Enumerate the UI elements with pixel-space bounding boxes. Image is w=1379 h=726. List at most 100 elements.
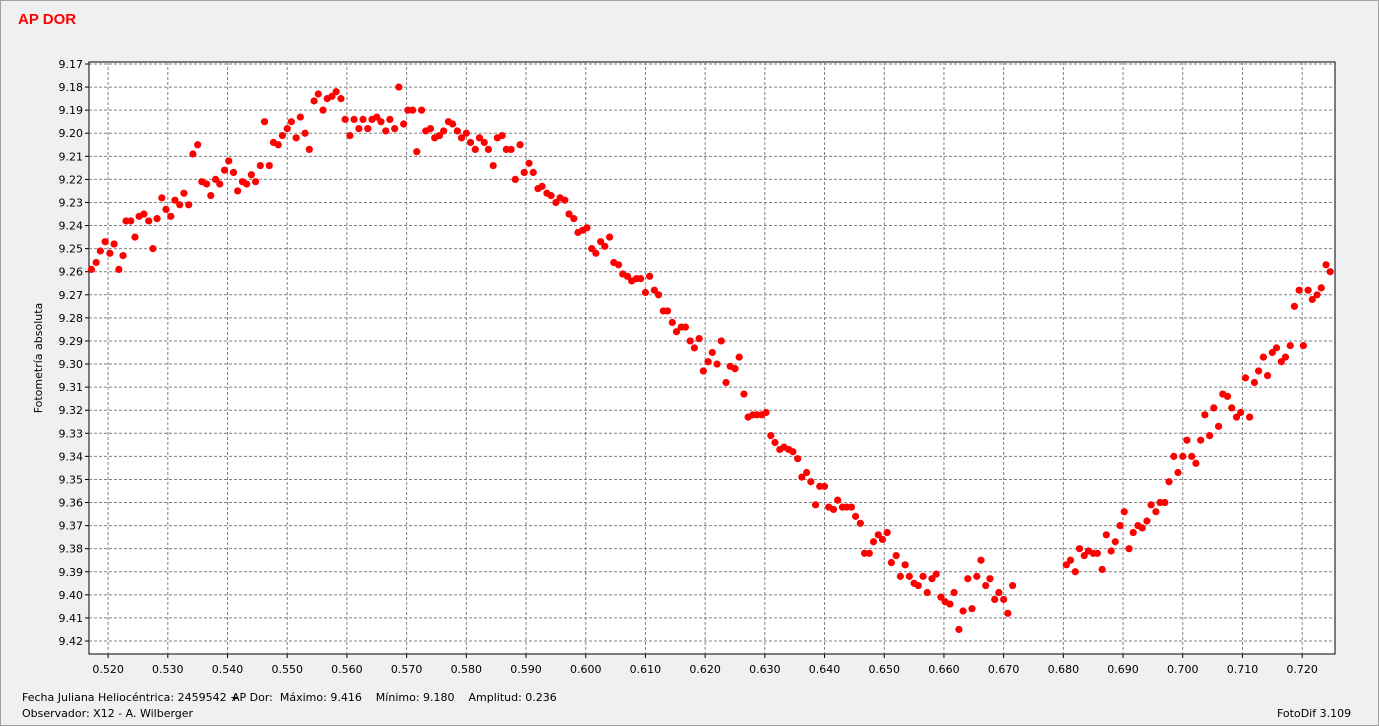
data-point (1304, 286, 1312, 294)
data-point (1268, 348, 1276, 357)
footer-version: FotoDif 3.109 (1277, 707, 1352, 720)
data-point (820, 482, 829, 490)
data-point (435, 131, 444, 140)
data-point (314, 90, 322, 98)
data-point (565, 210, 573, 218)
data-point (1206, 431, 1214, 440)
data-point (601, 242, 609, 250)
data-point (650, 286, 658, 294)
data-point (373, 113, 381, 121)
data-point (448, 120, 457, 128)
data-point (251, 178, 260, 186)
data-point (946, 600, 954, 608)
data-point (1192, 459, 1200, 467)
data-point (260, 118, 269, 126)
data-point (207, 191, 215, 200)
data-point (328, 92, 336, 100)
data-point (140, 210, 148, 218)
data-point (171, 196, 179, 204)
data-point (292, 134, 300, 142)
data-point (1120, 508, 1128, 516)
y-tick-label: 9.17 (59, 58, 84, 71)
x-tick-label: 0.650 (868, 663, 900, 676)
data-point (641, 288, 650, 297)
data-point (319, 106, 327, 114)
y-tick-label: 9.39 (59, 566, 84, 579)
y-tick-label: 9.33 (59, 427, 84, 440)
data-point (1290, 302, 1299, 310)
data-point (807, 478, 815, 486)
data-point (547, 191, 555, 200)
data-point (1075, 545, 1084, 553)
data-point (901, 561, 909, 569)
y-tick-label: 9.21 (59, 150, 84, 163)
data-point (570, 215, 578, 223)
data-point (1214, 422, 1223, 430)
data-point (1326, 268, 1334, 276)
y-tick-label: 9.37 (59, 520, 84, 533)
data-point (1308, 295, 1316, 304)
data-point (798, 473, 806, 481)
data-point (1161, 498, 1169, 507)
y-tick-label: 9.24 (59, 220, 84, 233)
data-point (145, 217, 153, 225)
data-point (1197, 436, 1205, 444)
x-tick-label: 0.640 (809, 663, 841, 676)
data-point (1071, 568, 1079, 576)
data-point (1116, 522, 1124, 530)
data-point (767, 431, 775, 440)
data-point (740, 390, 748, 398)
data-point (1062, 561, 1070, 569)
x-tick-label: 0.590 (510, 663, 542, 676)
data-point (1152, 508, 1160, 516)
data-point (413, 148, 421, 156)
data-point (158, 194, 166, 202)
data-point (359, 115, 367, 123)
data-point (92, 258, 100, 267)
x-tick-label: 0.530 (152, 663, 184, 676)
data-point (382, 127, 390, 135)
data-point (520, 168, 528, 177)
data-point (350, 115, 358, 123)
data-point (1004, 609, 1012, 617)
data-point (968, 605, 976, 613)
data-point (516, 141, 524, 149)
x-tick-label: 0.660 (928, 663, 960, 676)
y-tick-label: 9.26 (59, 266, 84, 279)
data-point (278, 131, 287, 140)
data-point (507, 145, 515, 153)
data-point (466, 138, 475, 147)
data-point (713, 360, 721, 368)
data-point (955, 625, 963, 634)
data-point (851, 512, 860, 520)
data-point (110, 240, 118, 248)
data-point (834, 496, 842, 504)
data-point (346, 131, 354, 140)
data-point (1009, 582, 1017, 590)
data-point (480, 138, 488, 147)
y-axis: 9.17 9.18 9.19 9.20 9.21 9.22 9.23 9.24 9.25 9.26… (59, 58, 89, 648)
data-point (672, 328, 681, 336)
data-point (986, 575, 994, 583)
y-tick-label: 9.35 (59, 473, 84, 486)
data-point (1259, 353, 1267, 361)
data-point (274, 141, 282, 149)
data-point (243, 180, 251, 188)
data-point (498, 131, 506, 140)
data-point (417, 106, 426, 114)
x-tick-label: 0.720 (1286, 663, 1318, 676)
data-point (453, 127, 461, 135)
data-point (1228, 404, 1236, 412)
data-point (708, 348, 716, 357)
data-point (964, 575, 972, 583)
data-point (914, 582, 922, 590)
data-point (1272, 344, 1281, 352)
data-point (462, 129, 470, 137)
data-point (803, 468, 811, 477)
data-point (1277, 358, 1285, 366)
y-tick-label: 9.27 (59, 289, 84, 302)
data-point (234, 187, 242, 195)
data-point (1188, 452, 1196, 460)
data-point (588, 245, 596, 253)
data-point (1143, 517, 1151, 525)
